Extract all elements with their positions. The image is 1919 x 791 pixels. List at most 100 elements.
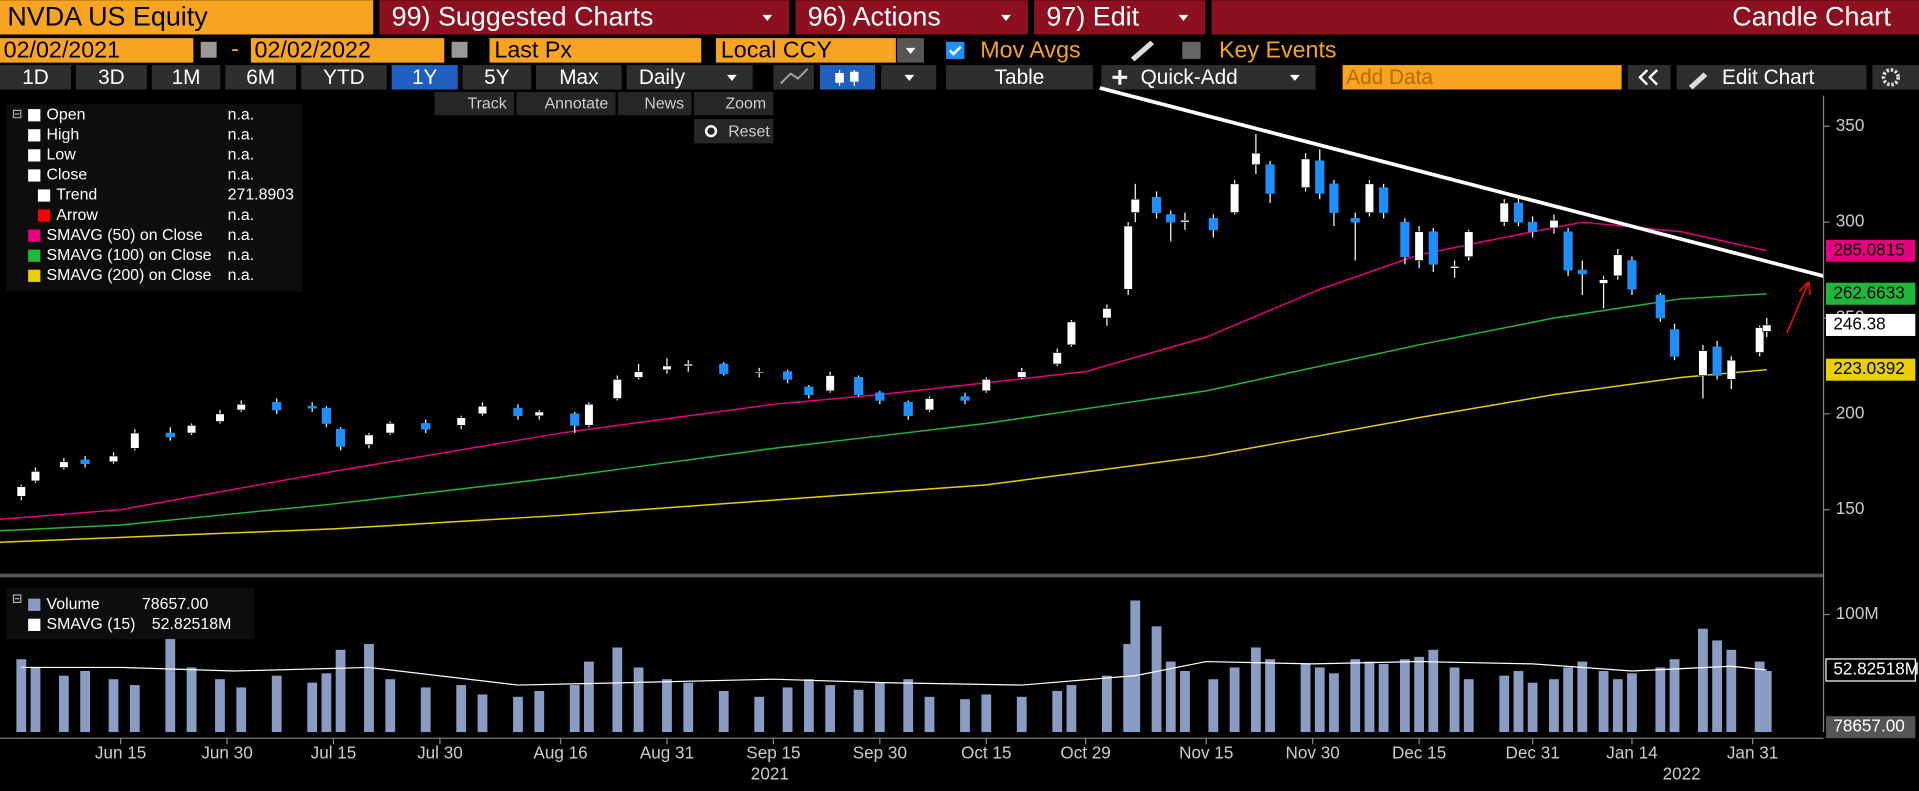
mov-avgs-checkbox[interactable] — [946, 41, 965, 59]
candle-body — [215, 413, 225, 422]
legend-swatch — [28, 618, 41, 631]
volume-bar — [1052, 690, 1063, 733]
legend-swatch — [28, 129, 41, 142]
volume-bar — [1123, 643, 1134, 733]
candle-body — [981, 379, 991, 392]
key-events-label: Key Events — [1219, 37, 1337, 63]
legend-value: n.a. — [228, 247, 255, 264]
tool-button[interactable] — [516, 91, 616, 116]
candle-body — [186, 425, 197, 434]
edit-chart-button[interactable] — [1676, 65, 1867, 90]
legend-value: 52.82518M — [152, 616, 232, 633]
volume-bar — [1251, 647, 1261, 733]
legend-value: n.a. — [228, 106, 255, 123]
start-date-box[interactable] — [0, 38, 194, 63]
menu-button[interactable] — [1034, 0, 1206, 35]
volume-bar — [186, 667, 197, 733]
period-button[interactable] — [0, 65, 71, 90]
legend-label: Arrow — [56, 207, 98, 224]
candle-body — [1066, 321, 1077, 346]
candle-body — [1208, 218, 1218, 231]
legend-value: n.a. — [228, 227, 255, 244]
volume-bar — [215, 679, 225, 733]
settings-button[interactable] — [1872, 65, 1919, 90]
volume-bar — [1463, 679, 1474, 733]
legend-swatch — [28, 249, 41, 262]
tool-label: Zoom — [725, 95, 766, 112]
period-button[interactable] — [536, 65, 622, 90]
volume-bar — [1726, 649, 1737, 733]
collapse-icon — [1638, 69, 1658, 86]
period-button[interactable] — [301, 65, 387, 90]
last-price-tag-bg — [1825, 313, 1916, 336]
candle-body — [1329, 183, 1339, 213]
candle-style-button[interactable] — [819, 65, 876, 90]
candle-body — [1017, 371, 1027, 378]
legend-value: 78657.00 — [142, 596, 208, 613]
volume-bar — [1612, 679, 1623, 733]
volume-bar — [420, 687, 431, 733]
candle-body — [1762, 324, 1772, 332]
volume-last-tag: 78657.00 — [1833, 716, 1904, 736]
candle-body — [59, 461, 69, 468]
candle-body — [1499, 202, 1509, 223]
period-button[interactable] — [75, 65, 147, 90]
candle-body — [1726, 359, 1736, 380]
candle-body — [1613, 254, 1623, 277]
volume-bar — [1180, 670, 1190, 733]
candle-body — [80, 459, 90, 465]
quick-add-button[interactable] — [1101, 65, 1316, 90]
volume-bar — [1698, 628, 1708, 733]
year-label: 2022 — [1663, 763, 1701, 783]
candle-body — [16, 486, 26, 497]
dropdown-icon — [726, 74, 737, 81]
tool-button[interactable] — [693, 91, 774, 116]
volume-tag-border — [1825, 658, 1916, 682]
calendar-icon[interactable] — [451, 41, 468, 58]
volume-bar — [1364, 661, 1375, 733]
tool-button[interactable] — [434, 91, 515, 116]
ma-last-tag: 262.6633 — [1833, 282, 1904, 302]
legend-value: n.a. — [228, 207, 255, 224]
end-date-box[interactable] — [250, 38, 445, 63]
legend-swatch — [28, 229, 41, 242]
x-tick-label: Jul 15 — [311, 743, 357, 763]
table-label: Table — [995, 66, 1045, 89]
legend-label: SMAVG (200) on Close — [47, 267, 212, 284]
field-box[interactable] — [489, 38, 702, 63]
volume-bar — [1208, 679, 1219, 733]
key-events-checkbox[interactable] — [1182, 41, 1201, 59]
candle-body — [335, 428, 346, 447]
candle-body — [1528, 221, 1538, 233]
add-data-input[interactable] — [1342, 65, 1622, 90]
volume-bar — [1350, 659, 1361, 733]
period-button[interactable] — [225, 65, 297, 90]
line-style-button[interactable] — [773, 65, 814, 90]
period-button[interactable] — [462, 65, 532, 90]
menu-button[interactable] — [379, 0, 790, 35]
volume-bar — [825, 685, 836, 733]
period-button[interactable] — [391, 65, 458, 90]
volume-bar — [513, 696, 523, 733]
y-tick-label: 300 — [1836, 211, 1865, 231]
candle-icon — [835, 69, 859, 86]
volume-bar — [1627, 673, 1637, 733]
dropdown-icon — [762, 14, 773, 22]
tool-button[interactable] — [618, 91, 692, 116]
volume-bar — [1669, 659, 1680, 733]
menu-button[interactable] — [795, 0, 1029, 35]
table-button[interactable] — [946, 65, 1093, 90]
volume-bar — [364, 643, 374, 733]
period-label: 6M — [246, 66, 275, 89]
legend-label: SMAVG (15) — [47, 616, 136, 633]
volume-bar — [1598, 670, 1609, 733]
volume-bar — [236, 687, 247, 733]
candle-body — [1151, 196, 1162, 213]
moving-average-line — [0, 221, 1767, 520]
ticker-box[interactable] — [0, 0, 374, 35]
calendar-icon[interactable] — [200, 41, 217, 58]
tool-label: Annotate — [545, 95, 609, 112]
currency-box[interactable] — [715, 38, 896, 63]
period-button[interactable] — [151, 65, 221, 90]
